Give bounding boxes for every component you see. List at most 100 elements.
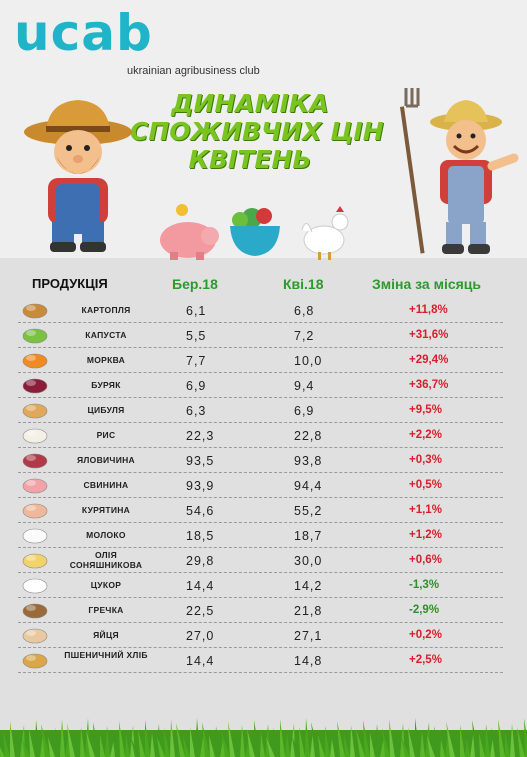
table-row: ГРЕЧКА 22,5 21,8 -2,9%	[18, 598, 503, 623]
logo: ucab ukrainian agribusiness club	[14, 4, 274, 84]
price-change: +0,5%	[409, 479, 442, 491]
header-change: Зміна за місяць	[372, 276, 482, 292]
product-name: КУРЯТИНА	[81, 505, 131, 515]
carrot-icon	[20, 350, 50, 370]
rice-icon	[20, 425, 50, 445]
piggy-bank-icon	[160, 204, 219, 260]
price-prev: 93,5	[186, 454, 215, 468]
product-name: МОРКВА	[86, 355, 126, 365]
header-curr-month: Кві.18	[283, 276, 324, 292]
price-change: +1,1%	[409, 504, 442, 516]
eggs-icon	[20, 625, 50, 645]
oil-icon	[20, 550, 50, 570]
price-prev: 22,3	[186, 429, 215, 443]
table-row: ЯЛОВИЧИНА 93,5 93,8 +0,3%	[18, 448, 503, 473]
price-prev: 14,4	[186, 654, 215, 668]
price-curr: 6,9	[294, 404, 315, 418]
buckwheat-icon	[20, 600, 50, 620]
grass-icon	[0, 718, 527, 757]
price-change: +1,2%	[409, 529, 442, 541]
price-change: +2,2%	[409, 429, 442, 441]
table-row: ЦУКОР 14,4 14,2 -1,3%	[18, 573, 503, 598]
table-row: КАРТОПЛЯ 6,1 6,8 +11,8%	[18, 298, 503, 323]
logo-wordmark: ucab	[14, 4, 153, 62]
price-change: +2,5%	[409, 654, 442, 666]
product-name: ЦУКОР	[90, 580, 122, 590]
header-product: ПРОДУКЦІЯ	[32, 276, 108, 291]
table-row: БУРЯК 6,9 9,4 +36,7%	[18, 373, 503, 398]
price-change: +31,6%	[409, 329, 449, 341]
price-curr: 14,2	[294, 579, 323, 593]
table-row: РИС 22,3 22,8 +2,2%	[18, 423, 503, 448]
potato-icon	[20, 300, 50, 320]
price-curr: 21,8	[294, 604, 323, 618]
price-prev: 29,8	[186, 554, 215, 568]
price-prev: 54,6	[186, 504, 215, 518]
table-row: ПШЕНИЧНИЙ ХЛІБ 14,4 14,8 +2,5%	[18, 648, 503, 673]
price-prev: 14,4	[186, 579, 215, 593]
table-row: ЦИБУЛЯ 6,3 6,9 +9,5%	[18, 398, 503, 423]
product-name: КАРТОПЛЯ	[81, 305, 131, 315]
table-row: КАПУСТА 5,5 7,2 +31,6%	[18, 323, 503, 348]
price-curr: 55,2	[294, 504, 323, 518]
sugar-icon	[20, 575, 50, 595]
table-row: МОЛОКО 18,5 18,7 +1,2%	[18, 523, 503, 548]
price-change: +36,7%	[409, 379, 449, 391]
price-change: +11,8%	[409, 304, 448, 316]
product-name: ГРЕЧКА	[88, 605, 124, 615]
cabbage-icon	[20, 325, 50, 345]
salad-bowl-icon	[230, 208, 280, 256]
title-line-3: КВІТЕНЬ	[188, 145, 312, 174]
icon-strip	[160, 204, 349, 260]
rooster-icon	[301, 206, 349, 260]
product-name: ОЛІЯ СОНЯШНИКОВА	[69, 550, 143, 570]
header-prev-month: Бер.18	[172, 276, 218, 292]
product-name: КАПУСТА	[85, 330, 127, 340]
farmer-left-icon	[24, 100, 132, 252]
price-prev: 93,9	[186, 479, 215, 493]
price-change: +0,2%	[409, 629, 442, 641]
price-prev: 18,5	[186, 529, 215, 543]
product-name: СВИНИНА	[83, 480, 129, 490]
price-curr: 9,4	[294, 379, 315, 393]
price-prev: 6,9	[186, 379, 207, 393]
onion-icon	[20, 400, 50, 420]
price-curr: 22,8	[294, 429, 323, 443]
price-change: +9,5%	[409, 404, 442, 416]
price-prev: 5,5	[186, 329, 207, 343]
price-change: +0,3%	[409, 454, 442, 466]
price-change: +29,4%	[409, 354, 449, 366]
price-curr: 14,8	[294, 654, 323, 668]
product-name: ЦИБУЛЯ	[87, 405, 125, 415]
price-change: -2,9%	[409, 604, 440, 616]
page-title: ДИНАМІКА СПОЖИВЧИХ ЦІН КВІТЕНЬ	[130, 89, 384, 174]
title-line-1: ДИНАМІКА	[171, 89, 329, 118]
table-row: МОРКВА 7,7 10,0 +29,4%	[18, 348, 503, 373]
beef-icon	[20, 450, 50, 470]
bread-icon	[20, 650, 50, 670]
product-name: РИС	[96, 430, 116, 440]
logo-tagline: ukrainian agribusiness club	[127, 65, 260, 77]
farmer-with-pitchfork-icon	[399, 88, 519, 254]
title-line-2: СПОЖИВЧИХ ЦІН	[130, 117, 384, 146]
price-curr: 10,0	[294, 354, 323, 368]
price-curr: 7,2	[294, 329, 315, 343]
table-header: ПРОДУКЦІЯ Бер.18 Кві.18 Зміна за місяць	[0, 270, 527, 296]
table-row: КУРЯТИНА 54,6 55,2 +1,1%	[18, 498, 503, 523]
price-prev: 6,3	[186, 404, 207, 418]
price-curr: 27,1	[294, 629, 323, 643]
price-curr: 6,8	[294, 304, 315, 318]
price-prev: 27,0	[186, 629, 215, 643]
chicken-meat-icon	[20, 500, 50, 520]
price-curr: 30,0	[294, 554, 323, 568]
product-name: ПШЕНИЧНИЙ ХЛІБ	[64, 650, 148, 660]
price-prev: 6,1	[186, 304, 207, 318]
pork-icon	[20, 475, 50, 495]
product-name: ЯЙЦЯ	[93, 630, 119, 640]
price-change: -1,3%	[409, 579, 440, 591]
table-row: ОЛІЯ СОНЯШНИКОВА 29,8 30,0 +0,6%	[18, 548, 503, 573]
table-row: СВИНИНА 93,9 94,4 +0,5%	[18, 473, 503, 498]
table-row: ЯЙЦЯ 27,0 27,1 +0,2%	[18, 623, 503, 648]
price-curr: 93,8	[294, 454, 323, 468]
